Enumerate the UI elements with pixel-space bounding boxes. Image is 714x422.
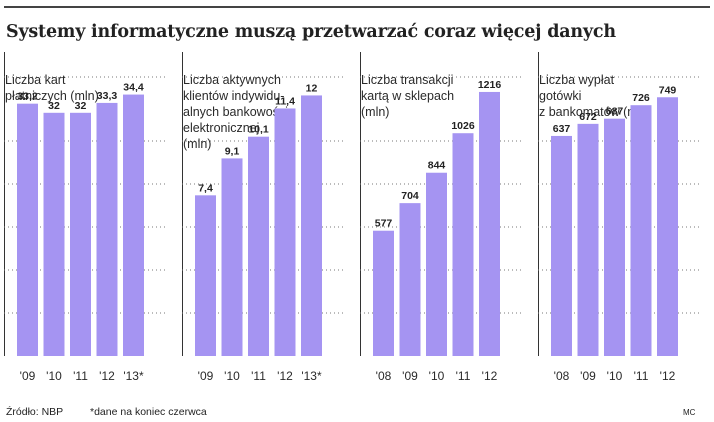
panel-4-value-label-1: 637 <box>553 123 571 135</box>
panel-3-value-label-1: 577 <box>375 218 393 230</box>
panel-1-bar-2 <box>43 112 65 356</box>
panel-2-title-line-5: (mln) <box>183 137 211 151</box>
panel-2-tick-label-3: '11 <box>251 369 266 383</box>
panel-1-value-label-5: 34,4 <box>123 82 144 94</box>
panel-4-tick-label-2: '09 <box>580 369 596 383</box>
panel-4-bar-2 <box>577 123 599 356</box>
chart-title: Systemy informatyczne muszą przetwarzać … <box>6 22 616 42</box>
panel-4-tick-label-5: '12 <box>660 369 676 383</box>
panel-1-tick-label-1: '09 <box>20 369 36 383</box>
panel-3-tick-label-3: '10 <box>429 369 445 383</box>
panel-2-bar-3 <box>248 136 269 356</box>
panel-4-tick-label-3: '10 <box>607 369 623 383</box>
panel-4-value-label-3: 687 <box>606 106 624 118</box>
source-note: Źródło: NBP <box>6 406 64 418</box>
panel-3-value-label-2: 704 <box>401 190 419 202</box>
panel-4-bar-4 <box>630 105 652 356</box>
panel-3-tick-label-2: '09 <box>402 369 418 383</box>
panel-1-value-label-4: 33,3 <box>97 90 118 102</box>
top-rule <box>4 6 710 8</box>
panel-1-bar-3 <box>70 112 91 356</box>
panel-2-tick-label-5: '13* <box>301 369 322 383</box>
panel-4-title-line-3: z bankomatów (mln) <box>539 105 652 119</box>
panel-1-value-label-2: 32 <box>48 100 60 112</box>
panel-1-bar-1 <box>17 103 38 357</box>
panel-3-title-line-1: Liczba transakcji <box>361 73 453 87</box>
panel-4-bar-3 <box>604 118 625 356</box>
panel-3-bar-3 <box>426 172 447 356</box>
panel-2-tick-label-4: '12 <box>277 369 293 383</box>
panel-2-bar-4 <box>274 108 296 356</box>
panel-1-tick-label-2: '10 <box>46 369 62 383</box>
panel-1-value-label-1: 33,2 <box>17 91 38 103</box>
panel-3-bar-2 <box>399 203 421 356</box>
panel-2-value-label-2: 9,1 <box>225 145 240 157</box>
panel-2-value-label-1: 7,4 <box>198 182 213 194</box>
panel-3-bar-1 <box>373 230 394 356</box>
panel-4-title-line-1: Liczba wypłat <box>539 73 615 87</box>
panel-2-title-line-1: Liczba aktywnych <box>183 73 281 87</box>
panel-4-tick-label-4: '11 <box>634 369 649 383</box>
panel-2-title-line-4: elektronicznej <box>183 121 259 135</box>
panel-1-value-label-3: 32 <box>75 100 87 112</box>
panel-4-value-label-5: 749 <box>659 84 677 96</box>
panel-3-tick-label-1: '08 <box>376 369 392 383</box>
panel-2-bar-5 <box>301 95 322 356</box>
panel-4-bar-5 <box>657 97 678 356</box>
panel-2-tick-label-2: '10 <box>224 369 240 383</box>
panel-3-bar-4 <box>452 133 474 356</box>
panel-3-value-label-5: 1216 <box>478 79 502 91</box>
panel-3-tick-label-5: '12 <box>482 369 498 383</box>
panel-4-value-label-2: 672 <box>579 111 597 123</box>
panel-3-tick-label-4: '11 <box>456 369 471 383</box>
panel-2-bar-1 <box>195 195 216 356</box>
panel-3-value-label-4: 1026 <box>451 120 475 132</box>
panel-1-bar-5 <box>123 94 144 356</box>
panel-1-title-line-1: Liczba kart <box>5 73 66 87</box>
panel-4-title-line-2: gotówki <box>539 89 581 103</box>
panel-1-tick-label-5: '13* <box>123 369 144 383</box>
author-credit: MC <box>683 408 696 417</box>
panel-3-title-line-2: kartą w sklepach <box>361 89 454 103</box>
footnote: *dane na koniec czerwca <box>90 406 207 418</box>
panel-2-title-line-3: alnych bankowości <box>183 105 288 119</box>
panel-2-bar-2 <box>221 158 243 356</box>
panel-1-tick-label-4: '12 <box>99 369 115 383</box>
panel-3-value-label-3: 844 <box>428 160 446 172</box>
panel-3-title-line-3: (mln) <box>361 105 389 119</box>
panel-3-bar-5 <box>479 91 500 356</box>
panel-1-title-line-2: płatniczych (mln) <box>5 89 99 103</box>
panel-2-value-label-3: 10,1 <box>248 124 269 136</box>
panel-2-value-label-4: 11,4 <box>275 95 295 107</box>
panel-4-bar-1 <box>551 135 572 356</box>
panel-1-tick-label-3: '11 <box>73 369 88 383</box>
panel-2-tick-label-1: '09 <box>198 369 214 383</box>
panel-4-tick-label-1: '08 <box>554 369 570 383</box>
panel-1-bar-4 <box>96 102 118 356</box>
panel-4-value-label-4: 726 <box>632 92 650 104</box>
panel-2-title-line-2: klientów indywidu- <box>183 89 284 103</box>
panel-2-value-label-5: 12 <box>306 82 318 94</box>
